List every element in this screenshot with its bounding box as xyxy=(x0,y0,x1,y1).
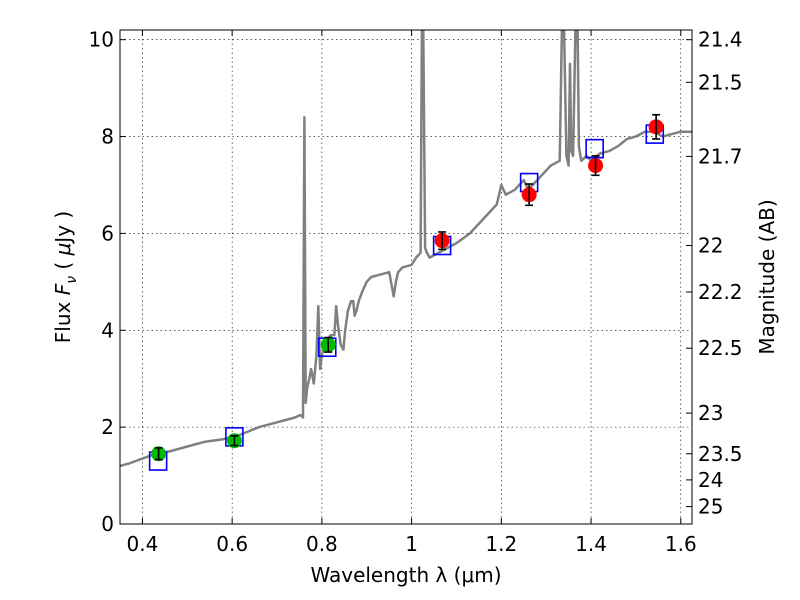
right-axis-label: Magnitude (AB) xyxy=(755,199,779,354)
right-tick-label: 21.4 xyxy=(698,28,743,52)
y-axis-label: Flux Fν ( μJy ) xyxy=(51,211,80,343)
y-label-part-mu: μ xyxy=(51,243,75,257)
spectrum-line xyxy=(120,30,692,468)
y-label-part-nu: ν xyxy=(64,276,80,284)
right-tick-label: 22 xyxy=(698,234,723,258)
right-tick-label: 24 xyxy=(698,468,723,492)
plot-frame xyxy=(119,29,693,525)
y-tick-label: 2 xyxy=(101,415,114,439)
y-label-part-open: ( xyxy=(51,255,75,276)
y-label-part-unit: Jy ) xyxy=(51,211,75,245)
model-photometry-square xyxy=(585,138,604,159)
right-tick-label: 23.5 xyxy=(698,442,743,466)
right-tick-label: 25 xyxy=(698,495,723,519)
x-tick-label: 1 xyxy=(405,532,418,556)
x-tick-label: 0.6 xyxy=(216,532,248,556)
right-tick-label: 21.7 xyxy=(698,144,743,168)
spectrum-layer xyxy=(120,30,692,468)
right-tick-label: 22.2 xyxy=(698,280,743,304)
x-tick-label: 1.4 xyxy=(575,532,607,556)
y-tick-label: 8 xyxy=(101,125,114,149)
marker-layer xyxy=(148,113,665,471)
right-tick-label: 21.5 xyxy=(698,70,743,94)
y-label-part-f: F xyxy=(51,283,75,295)
y-label-part-flux: Flux xyxy=(51,295,75,343)
x-tick-label: 0.8 xyxy=(306,532,338,556)
y-tick-label: 6 xyxy=(101,221,114,245)
x-tick-label: 1.6 xyxy=(665,532,697,556)
right-tick-label: 22.5 xyxy=(698,336,743,360)
y-tick-label: 10 xyxy=(89,28,114,52)
x-tick-label: 0.4 xyxy=(127,532,159,556)
y-tick-label: 4 xyxy=(101,318,114,342)
x-tick-label: 1.2 xyxy=(485,532,517,556)
x-axis-label: Wavelength λ (μm) xyxy=(310,563,501,587)
right-tick-label: 23 xyxy=(698,401,723,425)
y-tick-label: 0 xyxy=(101,512,114,536)
